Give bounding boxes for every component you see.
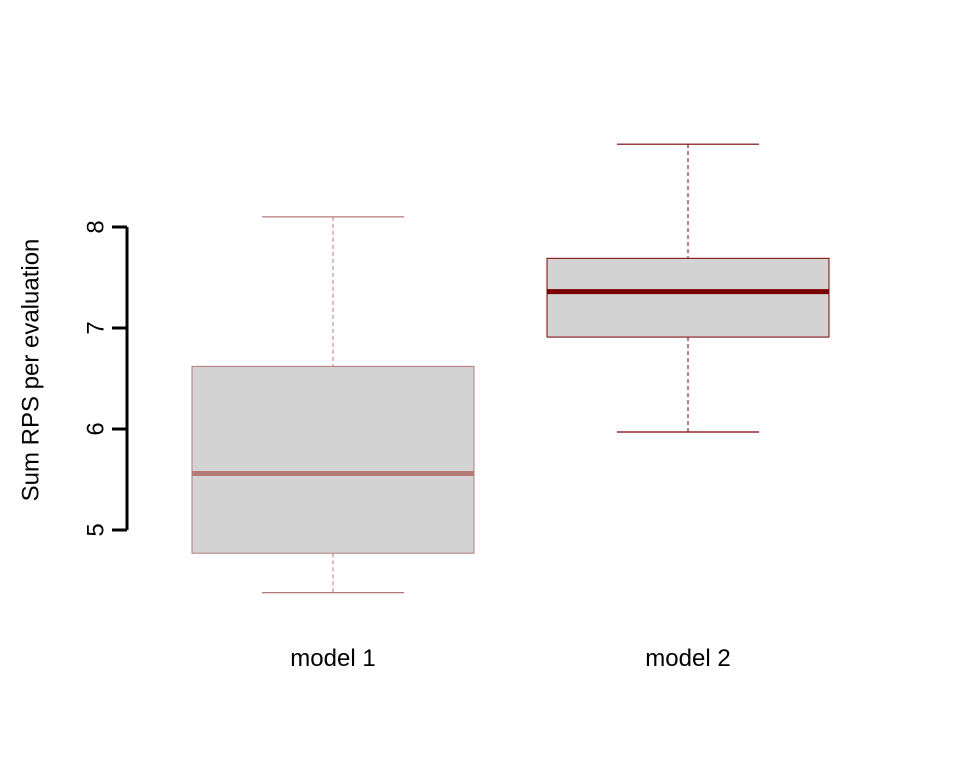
x-category-label: model 2 xyxy=(645,645,730,672)
iqr-box xyxy=(191,365,475,554)
y-axis: 5 6 7 8 xyxy=(82,220,129,537)
x-category-label: model 1 xyxy=(290,645,375,672)
box-2 xyxy=(546,143,830,433)
x-axis-labels: model 1 model 2 xyxy=(290,645,730,672)
y-axis-title: Sum RPS per evaluation xyxy=(17,239,44,502)
iqr-box xyxy=(546,257,830,338)
y-tick-label: 8 xyxy=(82,220,109,233)
box-1 xyxy=(191,216,475,594)
y-tick-label: 6 xyxy=(82,422,109,435)
boxes-group xyxy=(191,143,830,594)
y-tick-label: 5 xyxy=(82,523,109,536)
y-tick-label: 7 xyxy=(82,321,109,334)
